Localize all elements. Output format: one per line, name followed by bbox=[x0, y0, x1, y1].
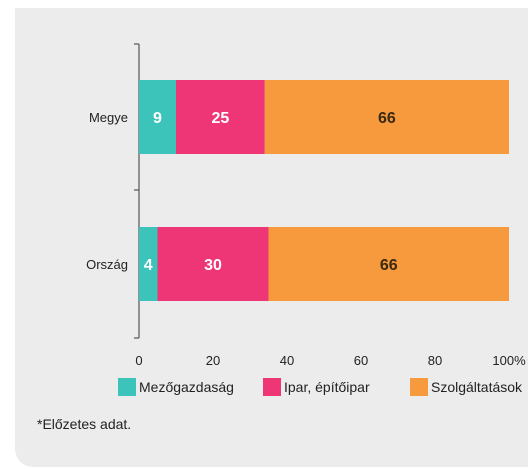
bar-segment bbox=[139, 80, 176, 154]
category-label: Ország bbox=[86, 257, 128, 272]
data-label: 66 bbox=[378, 110, 396, 127]
legend-swatch bbox=[118, 378, 136, 396]
bar-segment bbox=[264, 80, 509, 154]
bar-segment bbox=[268, 227, 509, 301]
bar-segment bbox=[176, 80, 265, 154]
x-tick-label: 0 bbox=[135, 353, 142, 368]
legend-label: Ipar, építőipar bbox=[284, 379, 370, 395]
x-tick-label: 80 bbox=[428, 353, 442, 368]
data-label: 30 bbox=[204, 257, 222, 274]
x-tick-label: 100% bbox=[492, 353, 526, 368]
data-label: 25 bbox=[212, 110, 230, 127]
bar-segment bbox=[157, 227, 269, 301]
x-tick-label: 60 bbox=[354, 353, 368, 368]
x-tick-label: 40 bbox=[280, 353, 294, 368]
bar-segment bbox=[139, 227, 158, 301]
data-label: 66 bbox=[380, 257, 398, 274]
x-tick-label: 20 bbox=[206, 353, 220, 368]
legend-label: Szolgáltatások bbox=[431, 379, 523, 395]
data-label: 9 bbox=[153, 110, 162, 127]
legend-swatch bbox=[410, 378, 428, 396]
legend-label: Mezőgazdaság bbox=[139, 379, 234, 395]
data-label: 4 bbox=[144, 257, 153, 274]
footnote: *Előzetes adat. bbox=[37, 416, 132, 432]
legend-swatch bbox=[263, 378, 281, 396]
category-label: Megye bbox=[89, 110, 128, 125]
